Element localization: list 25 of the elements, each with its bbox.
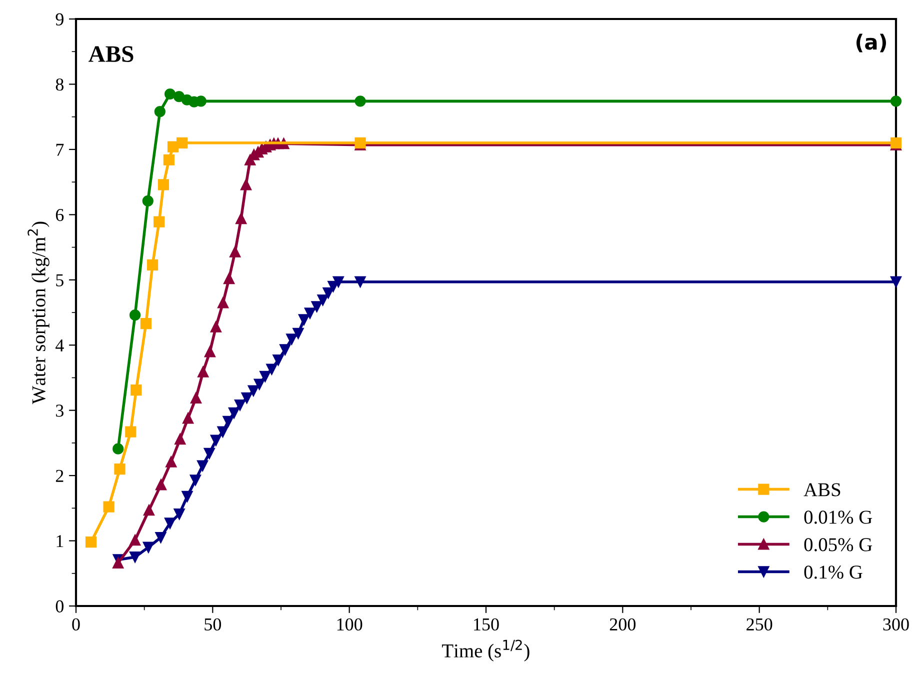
y-tick-label: 4	[56, 339, 64, 352]
y-tick-label: 5	[56, 274, 64, 286]
x-tick-label: 100	[337, 618, 362, 631]
x-tick-label: 200	[610, 618, 636, 631]
y-axis-title: Water sorption (kg/m$^{2}$)	[28, 222, 50, 404]
legend-label: 0.05% G	[804, 538, 872, 552]
annotation: (a)	[856, 34, 886, 52]
y-tick-label: 1	[56, 535, 64, 548]
y-tick-label: 9	[56, 13, 64, 26]
legend-label: ABS	[804, 483, 840, 496]
y-tick-label: 0	[56, 600, 64, 612]
x-tick-label: 50	[204, 618, 222, 631]
x-tick-label: 150	[474, 618, 499, 631]
annotation: ABS	[88, 46, 134, 62]
legend-label: 0.01% G	[804, 510, 872, 524]
x-tick-label: 0	[72, 618, 80, 631]
y-tick-label: 2	[56, 470, 64, 482]
legend-label: 0.1% G	[804, 566, 862, 579]
x-axis-title: Time (s$^{1/2}$)	[442, 640, 530, 662]
x-tick-label: 300	[883, 618, 909, 631]
y-tick-label: 6	[56, 208, 64, 222]
y-tick-label: 8	[56, 78, 64, 91]
x-tick-label: 250	[746, 618, 772, 631]
y-tick-label: 3	[56, 404, 64, 417]
y-tick-label: 7	[56, 144, 64, 156]
